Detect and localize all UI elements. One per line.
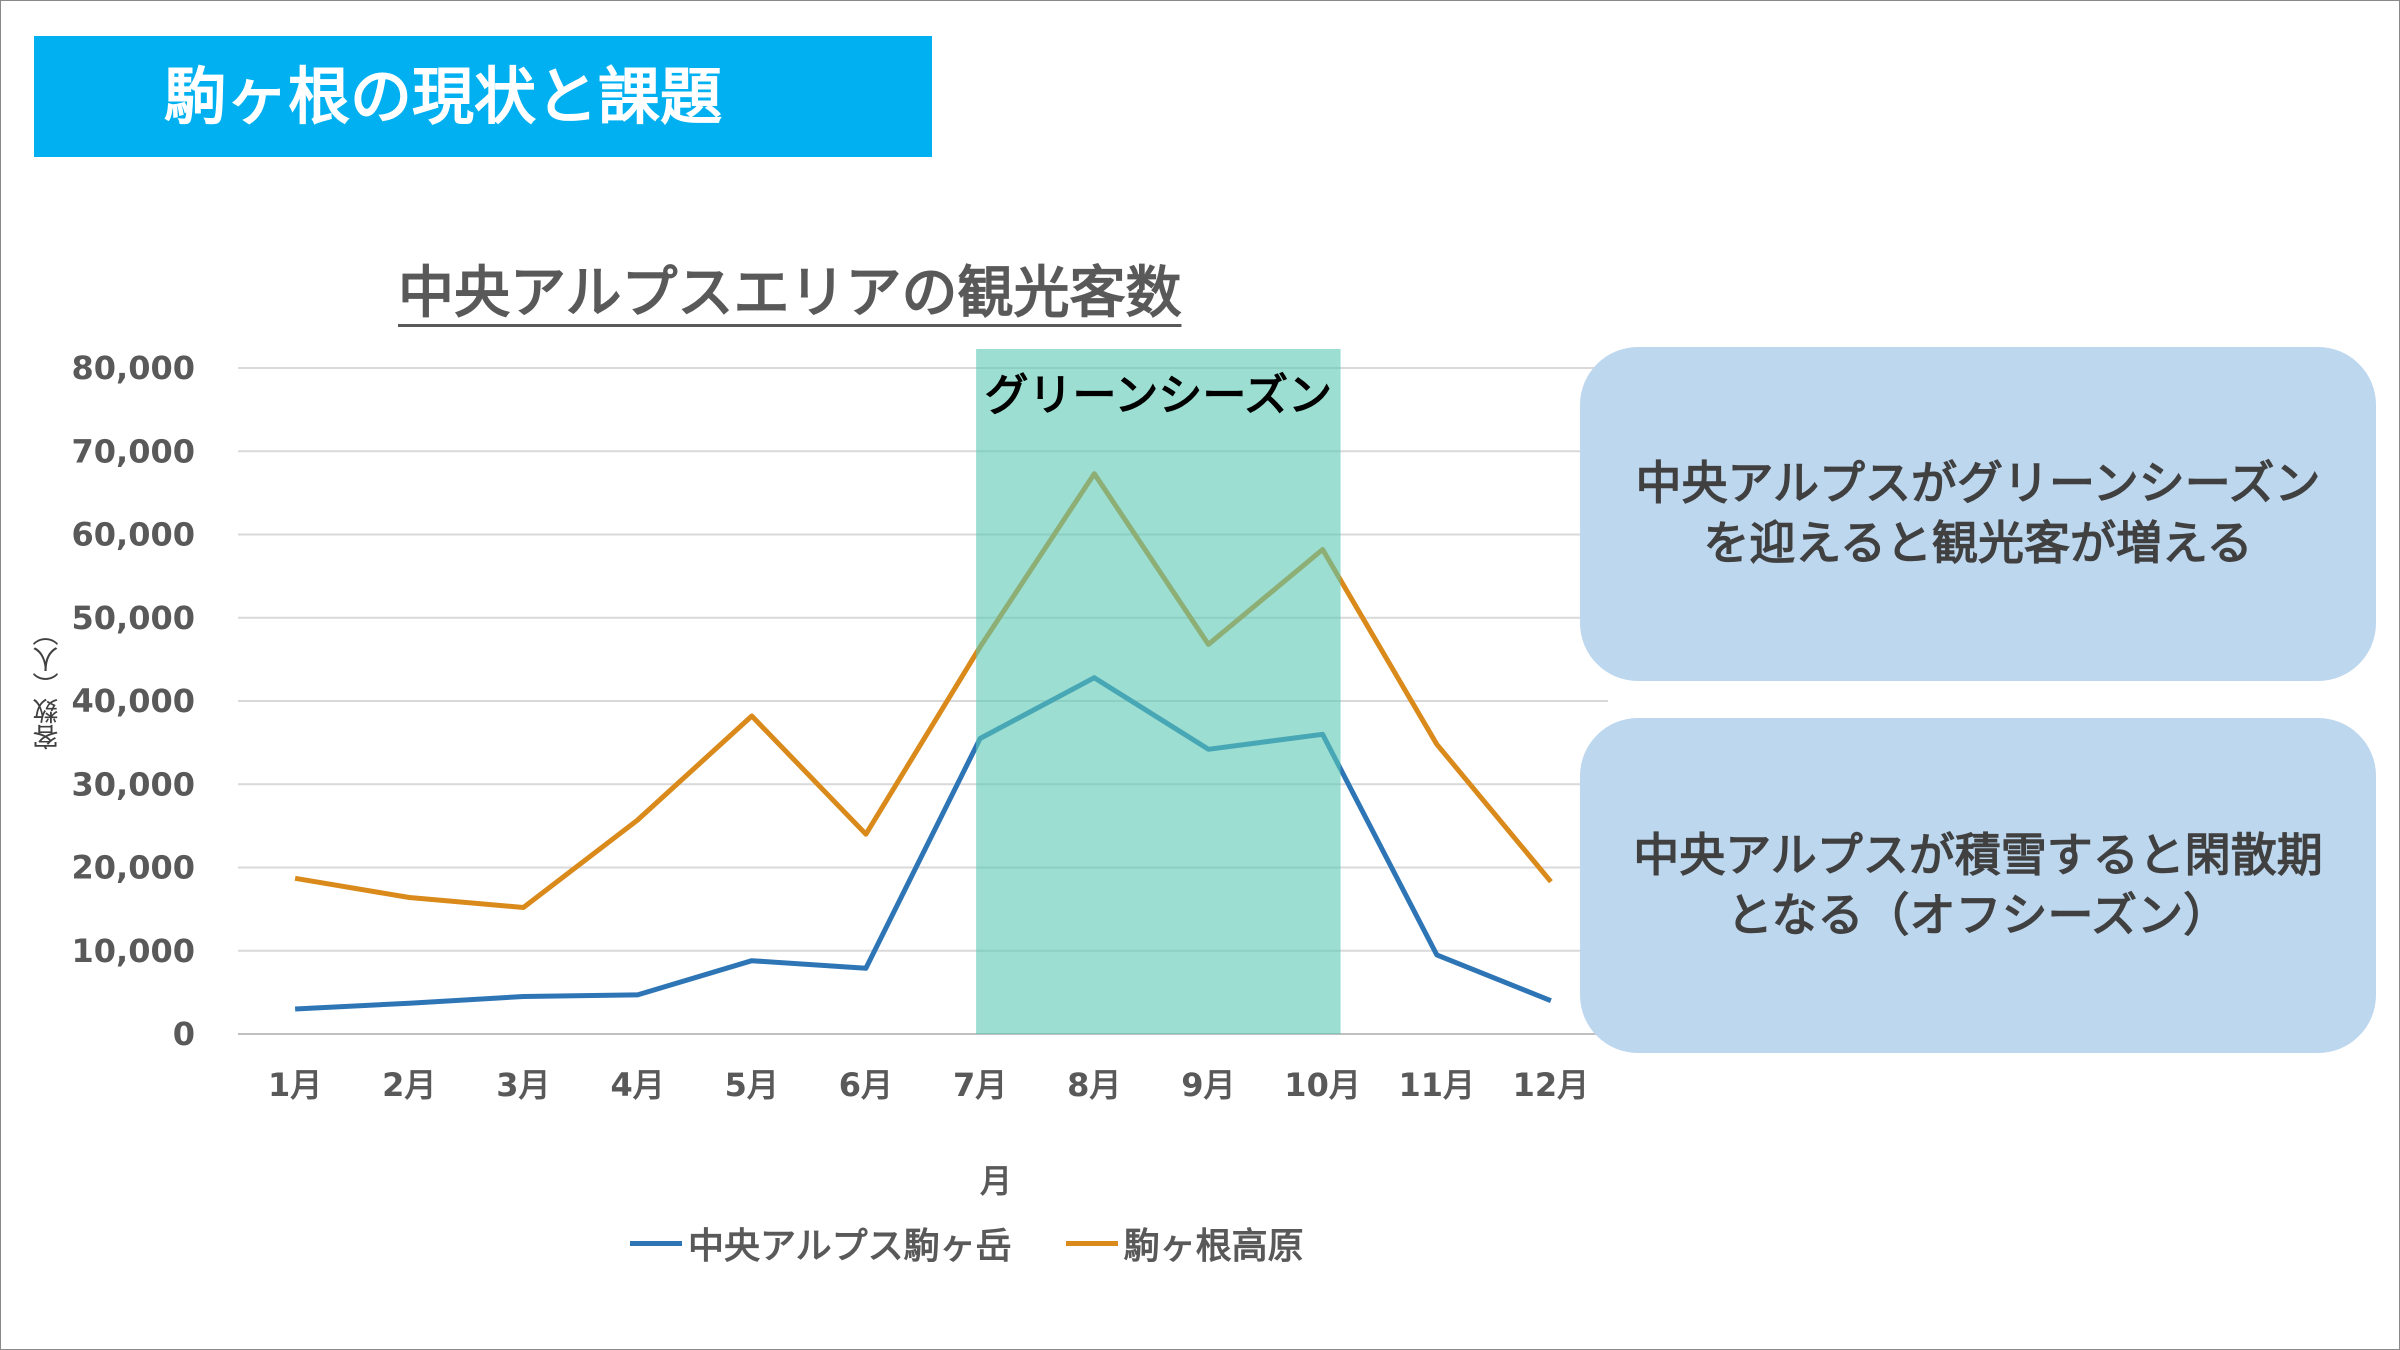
callout-green-season: 中央アルプスがグリーンシーズンを迎えると観光客が増える <box>1580 347 2376 681</box>
x-tick-label: 5月 <box>725 1066 779 1104</box>
x-tick-label: 7月 <box>953 1066 1007 1104</box>
y-tick-label: 20,000 <box>72 849 195 887</box>
legend-swatch-komagatake <box>630 1240 682 1246</box>
legend-item-kogen: 駒ヶ根高原 <box>1065 1217 1304 1269</box>
x-tick-label: 11月 <box>1398 1066 1475 1104</box>
y-tick-label: 0 <box>173 1015 195 1053</box>
legend-label-kogen: 駒ヶ根高原 <box>1123 1226 1304 1267</box>
y-tick-label: 50,000 <box>72 599 195 637</box>
y-tick-label: 80,000 <box>72 349 195 387</box>
legend-label-komagatake: 中央アルプス駒ヶ岳 <box>688 1226 1012 1267</box>
x-tick-label: 9月 <box>1181 1066 1235 1104</box>
callout-off-season: 中央アルプスが積雪すると閑散期となる（オフシーズン） <box>1580 718 2376 1053</box>
chart-title: 中央アルプスエリアの観光客数 <box>398 261 1182 326</box>
x-tick-label: 6月 <box>839 1066 893 1104</box>
series-line-1 <box>294 471 1553 910</box>
y-tick-label: 10,000 <box>72 932 195 970</box>
legend-swatch-kogen <box>1065 1240 1118 1246</box>
x-tick-label: 8月 <box>1067 1066 1121 1104</box>
y-axis-title: 客数（人） <box>33 620 63 750</box>
callout-off-season-text: 中央アルプスが積雪すると閑散期となる（オフシーズン） <box>1633 827 2323 942</box>
x-tick-label: 12月 <box>1513 1066 1590 1104</box>
y-tick-label: 70,000 <box>72 432 195 470</box>
y-tick-label: 60,000 <box>72 516 195 554</box>
legend-item-komagatake: 中央アルプス駒ヶ岳 <box>630 1217 1012 1269</box>
x-tick-label: 10月 <box>1284 1066 1361 1104</box>
y-tick-label: 30,000 <box>72 765 195 803</box>
green-season-band <box>976 349 1341 1034</box>
x-axis-title: 月 <box>980 1162 1013 1200</box>
green-season-label: グリーンシーズン <box>985 370 1333 421</box>
x-tick-label: 2月 <box>382 1066 436 1104</box>
y-tick-label: 40,000 <box>72 682 195 720</box>
series-line-0 <box>294 675 1552 1012</box>
slide-title: 駒ヶ根の現状と課題 <box>34 36 932 157</box>
chart-legend: 中央アルプス駒ヶ岳 駒ヶ根高原 <box>630 1218 1304 1268</box>
x-tick-label: 4月 <box>610 1066 664 1104</box>
callout-green-season-text: 中央アルプスがグリーンシーズンを迎えると観光客が増える <box>1635 456 2321 570</box>
x-tick-label: 3月 <box>496 1066 550 1104</box>
x-tick-label: 1月 <box>268 1066 322 1104</box>
